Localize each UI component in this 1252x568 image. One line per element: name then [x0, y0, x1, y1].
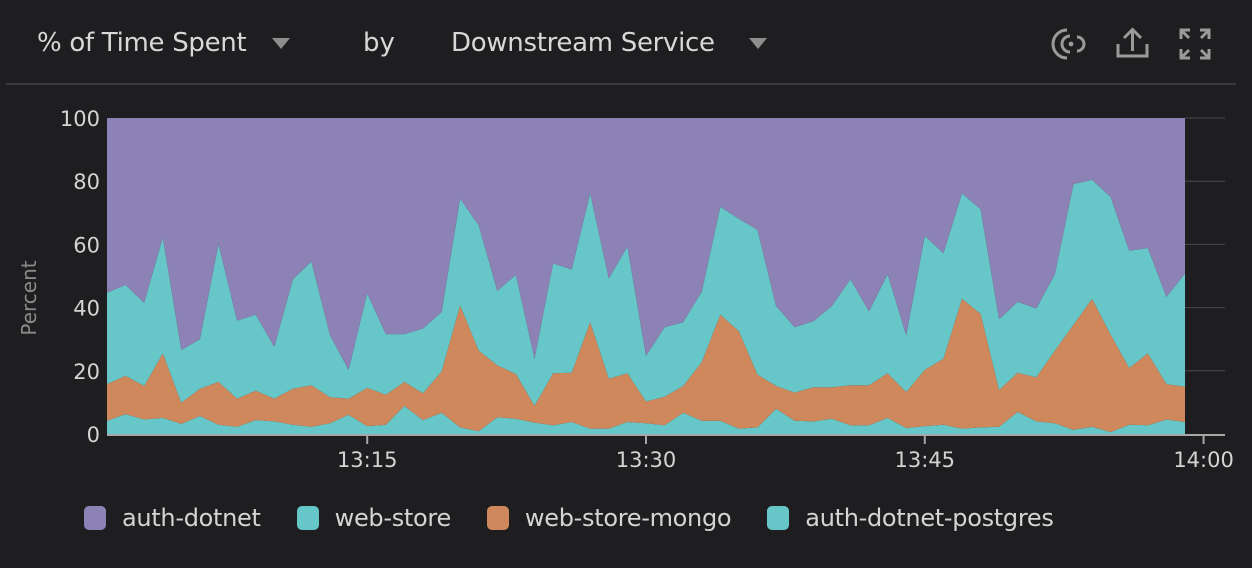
share-button[interactable]	[1113, 24, 1153, 64]
y-tick-label: 100	[60, 107, 100, 131]
area-auth-dotnet-postgres[interactable]	[107, 405, 1185, 434]
group-by-dropdown-label: Downstream Service	[451, 28, 715, 58]
header-divider	[6, 83, 1236, 85]
y-tick-label: 40	[73, 297, 100, 321]
metric-dropdown-label: % of Time Spent	[37, 28, 247, 58]
legend-swatch	[296, 506, 319, 530]
legend-label: auth-dotnet-postgres	[805, 504, 1054, 532]
expand-fullscreen-icon	[1179, 28, 1211, 60]
legend-label: web-store	[334, 504, 452, 532]
y-axis-title: Percent	[17, 260, 41, 335]
chevron-down-icon	[748, 37, 767, 49]
y-tick-label: 80	[73, 170, 100, 194]
group-by-dropdown[interactable]: Downstream Service	[451, 24, 767, 62]
y-tick-label: 60	[73, 233, 100, 257]
share-upload-icon	[1116, 27, 1149, 58]
legend-item-auth-dotnet-postgres[interactable]: auth-dotnet-postgres	[767, 504, 1054, 532]
legend-swatch	[486, 506, 509, 530]
x-tick-label: 13:30	[616, 448, 677, 472]
legend-item-auth-dotnet[interactable]: auth-dotnet	[84, 504, 261, 532]
chart-header: % of Time Spent by Downstream Service	[0, 0, 1252, 84]
fullscreen-button[interactable]	[1175, 24, 1215, 64]
legend-label: web-store-mongo	[524, 504, 732, 532]
chart-legend: auth-dotnet web-store web-store-mongo au…	[84, 504, 1090, 532]
live-signal-icon	[1051, 28, 1086, 60]
legend-swatch	[84, 506, 106, 530]
y-tick-label: 20	[73, 360, 100, 384]
stacked-area-chart: 0 20 40 60 80 100 Percent 13:15 13:30 13:45 14:00	[17, 107, 1234, 472]
metric-dropdown[interactable]: % of Time Spent	[37, 24, 291, 62]
live-signal-button[interactable]	[1051, 24, 1091, 64]
area-web-store-mongo[interactable]	[107, 298, 1185, 433]
legend-item-web-store[interactable]: web-store	[296, 504, 452, 532]
legend-item-web-store-mongo[interactable]: web-store-mongo	[486, 504, 732, 532]
by-label: by	[363, 28, 395, 58]
area-web-store[interactable]	[107, 179, 1185, 406]
chevron-down-icon	[272, 37, 291, 49]
x-tick-label: 13:45	[895, 448, 956, 472]
area-auth-dotnet[interactable]	[107, 118, 1185, 370]
y-tick-label: 0	[87, 423, 100, 447]
legend-label: auth-dotnet	[122, 504, 261, 532]
x-tick-label: 13:15	[337, 448, 398, 472]
legend-swatch	[767, 506, 790, 530]
x-tick-label: 14:00	[1173, 448, 1234, 472]
